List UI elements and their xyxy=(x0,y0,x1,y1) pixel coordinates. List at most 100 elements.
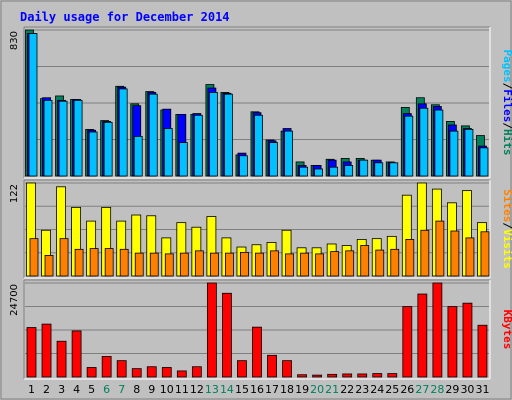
day-label-26: 26 xyxy=(400,383,414,396)
bar-kbytes-day-27 xyxy=(417,293,428,378)
bar-pages-day-28 xyxy=(434,109,444,177)
bar-pages-day-8 xyxy=(133,136,143,177)
bar-kbytes-day-31 xyxy=(477,324,488,378)
bar-pages-day-18 xyxy=(284,130,293,177)
bar-pages-day-6 xyxy=(103,121,113,177)
bar-pages-day-30 xyxy=(464,128,474,177)
bar-pages-day-9 xyxy=(148,93,158,177)
day-label-21: 21 xyxy=(325,383,339,396)
legend-label-hits: Hits xyxy=(501,129,512,156)
bar-sites-day-19 xyxy=(300,252,309,277)
bar-sites-day-20 xyxy=(315,253,325,277)
bar-pages-day-3 xyxy=(58,100,68,177)
day-label-4: 4 xyxy=(73,383,80,396)
day-label-8: 8 xyxy=(133,383,140,396)
bar-kbytes-day-7 xyxy=(116,360,127,378)
day-label-31: 31 xyxy=(475,383,489,396)
bar-kbytes-day-15 xyxy=(237,360,247,378)
side-legend-middle: Sites/Visits xyxy=(501,189,512,269)
day-label-16: 16 xyxy=(250,383,264,396)
bar-pages-day-10 xyxy=(163,128,173,177)
bar-sites-day-9 xyxy=(149,252,159,277)
day-label-1: 1 xyxy=(28,383,35,396)
day-label-14: 14 xyxy=(220,383,234,396)
series-kbytes xyxy=(26,282,488,378)
day-label-2: 2 xyxy=(43,383,50,396)
legend-label-kbytes: KBytes xyxy=(501,310,512,350)
bar-pages-day-17 xyxy=(269,142,278,177)
day-label-6: 6 xyxy=(103,383,110,396)
series-sites xyxy=(29,220,490,277)
bar-pages-day-21 xyxy=(329,166,339,177)
day-label-10: 10 xyxy=(160,383,174,396)
bar-sites-day-15 xyxy=(240,251,249,277)
day-label-9: 9 xyxy=(148,383,155,396)
bar-sites-day-27 xyxy=(420,229,430,277)
day-label-20: 20 xyxy=(310,383,324,396)
day-label-7: 7 xyxy=(118,383,125,396)
bar-sites-day-5 xyxy=(89,248,99,277)
bar-pages-day-24 xyxy=(374,162,384,177)
bar-kbytes-day-11 xyxy=(176,370,187,378)
bar-pages-day-20 xyxy=(314,168,324,177)
x-axis-day-labels: 1 2 3 4 5 6 7 8 9 10 11 12 13 14 15 16 17 18 19 20 21 22 23 24 2… xyxy=(28,383,489,396)
y-max-label-middle: 122 xyxy=(9,184,20,203)
bar-pages-day-11 xyxy=(178,142,188,177)
bar-sites-day-21 xyxy=(330,251,340,277)
bar-kbytes-day-4 xyxy=(71,330,82,378)
panel-middle: 122 Sites/Visits xyxy=(9,179,512,279)
day-label-27: 27 xyxy=(415,383,429,396)
y-max-label-bottom: 24700 xyxy=(9,284,20,316)
bar-kbytes-day-30 xyxy=(462,302,473,378)
bar-pages-day-14 xyxy=(224,93,233,177)
bar-sites-day-1 xyxy=(29,238,39,277)
bar-kbytes-day-23 xyxy=(357,373,368,378)
legend-label-sites: Sites xyxy=(501,189,512,222)
bar-kbytes-day-13 xyxy=(206,282,217,378)
bar-kbytes-day-22 xyxy=(342,373,353,378)
legend-label-visits: Visits xyxy=(501,229,512,269)
bar-sites-day-2 xyxy=(44,255,54,277)
bar-kbytes-day-10 xyxy=(161,367,172,378)
bar-sites-day-29 xyxy=(450,230,460,277)
bar-pages-day-13 xyxy=(208,92,218,177)
bar-kbytes-day-1 xyxy=(26,327,37,378)
bar-kbytes-day-26 xyxy=(402,306,413,378)
bar-sites-day-11 xyxy=(179,252,189,277)
side-legend-bottom: KBytes xyxy=(501,310,512,350)
bar-sites-day-31 xyxy=(480,231,490,277)
bar-sites-day-3 xyxy=(59,238,69,277)
bar-pages-day-15 xyxy=(239,155,248,177)
bar-sites-day-25 xyxy=(390,248,400,277)
bar-sites-day-10 xyxy=(164,253,174,277)
bar-sites-day-8 xyxy=(134,252,144,277)
panel-bottom: 24700 KBytes xyxy=(9,279,512,380)
bar-pages-day-7 xyxy=(118,88,128,177)
day-label-13: 13 xyxy=(205,383,219,396)
bar-kbytes-day-29 xyxy=(447,306,458,378)
bar-pages-day-26 xyxy=(404,115,414,177)
bar-sites-day-17 xyxy=(270,250,279,277)
bar-sites-day-14 xyxy=(225,252,234,277)
bar-sites-day-16 xyxy=(255,252,264,277)
bar-pages-day-22 xyxy=(344,165,354,177)
bar-kbytes-day-16 xyxy=(252,326,262,378)
bar-pages-day-31 xyxy=(479,147,489,177)
bar-pages-day-23 xyxy=(359,159,369,177)
bar-sites-day-26 xyxy=(405,239,415,277)
bar-sites-day-22 xyxy=(345,250,355,277)
bar-pages-day-16 xyxy=(254,114,263,177)
bar-kbytes-day-20 xyxy=(312,374,323,378)
bar-sites-day-30 xyxy=(465,237,475,277)
bar-sites-day-4 xyxy=(74,248,84,277)
bar-kbytes-day-9 xyxy=(146,366,157,378)
bar-pages-day-2 xyxy=(43,99,53,177)
bar-pages-day-12 xyxy=(193,114,203,177)
bar-sites-day-12 xyxy=(194,250,204,277)
bar-sites-day-28 xyxy=(435,220,445,277)
side-legend-top: Pages/Files/Hits xyxy=(501,50,512,156)
bar-pages-day-4 xyxy=(73,99,83,177)
